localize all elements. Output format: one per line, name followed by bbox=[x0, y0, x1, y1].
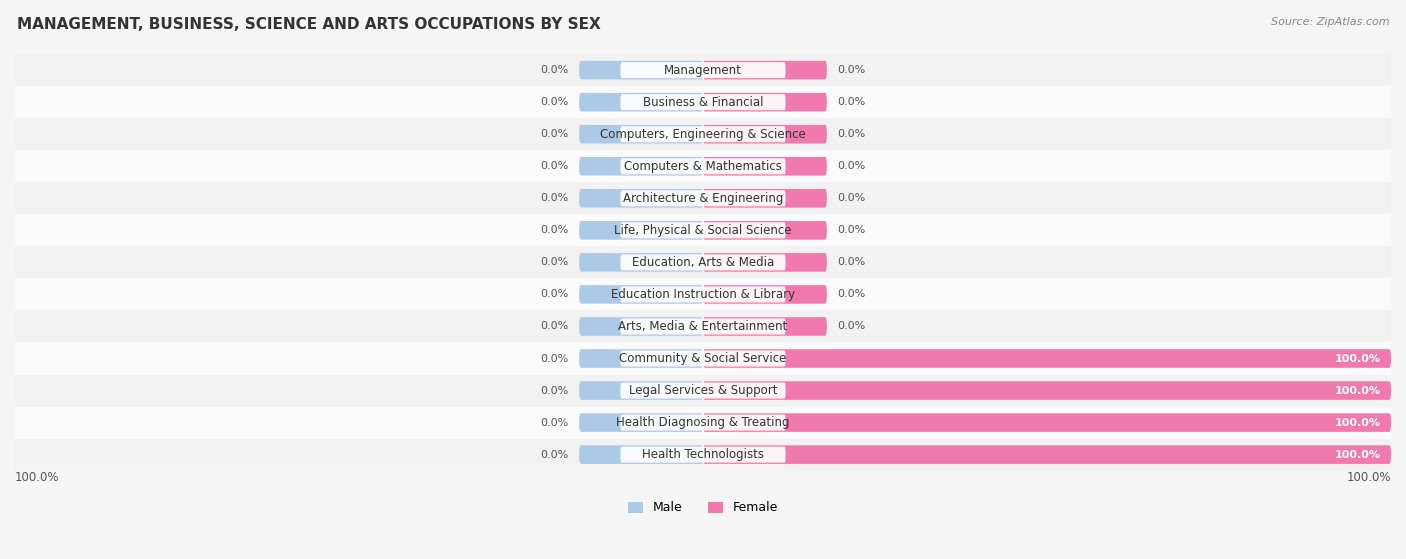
Text: 0.0%: 0.0% bbox=[837, 290, 866, 300]
Text: Arts, Media & Entertainment: Arts, Media & Entertainment bbox=[619, 320, 787, 333]
FancyBboxPatch shape bbox=[620, 126, 786, 142]
Bar bbox=[15, 343, 1391, 375]
Text: 0.0%: 0.0% bbox=[837, 225, 866, 235]
FancyBboxPatch shape bbox=[620, 94, 786, 110]
Text: 0.0%: 0.0% bbox=[540, 353, 569, 363]
Text: Education, Arts & Media: Education, Arts & Media bbox=[631, 256, 775, 269]
FancyBboxPatch shape bbox=[703, 93, 827, 111]
FancyBboxPatch shape bbox=[620, 382, 786, 399]
FancyBboxPatch shape bbox=[579, 317, 703, 336]
Text: Education Instruction & Library: Education Instruction & Library bbox=[612, 288, 794, 301]
FancyBboxPatch shape bbox=[703, 221, 827, 240]
Text: Management: Management bbox=[664, 64, 742, 77]
FancyBboxPatch shape bbox=[579, 349, 703, 368]
Text: 0.0%: 0.0% bbox=[540, 225, 569, 235]
Text: Computers, Engineering & Science: Computers, Engineering & Science bbox=[600, 127, 806, 141]
Text: 0.0%: 0.0% bbox=[837, 321, 866, 331]
FancyBboxPatch shape bbox=[579, 413, 703, 432]
FancyBboxPatch shape bbox=[579, 221, 703, 240]
Text: Legal Services & Support: Legal Services & Support bbox=[628, 384, 778, 397]
FancyBboxPatch shape bbox=[579, 446, 703, 464]
FancyBboxPatch shape bbox=[579, 125, 703, 144]
Text: 0.0%: 0.0% bbox=[540, 386, 569, 396]
FancyBboxPatch shape bbox=[703, 253, 827, 272]
Bar bbox=[15, 310, 1391, 343]
FancyBboxPatch shape bbox=[620, 350, 786, 367]
Text: Computers & Mathematics: Computers & Mathematics bbox=[624, 160, 782, 173]
FancyBboxPatch shape bbox=[620, 222, 786, 238]
Text: 0.0%: 0.0% bbox=[540, 257, 569, 267]
Text: 0.0%: 0.0% bbox=[540, 290, 569, 300]
FancyBboxPatch shape bbox=[703, 446, 1391, 464]
Text: Architecture & Engineering: Architecture & Engineering bbox=[623, 192, 783, 205]
Bar bbox=[15, 439, 1391, 471]
Text: 0.0%: 0.0% bbox=[837, 129, 866, 139]
Text: 0.0%: 0.0% bbox=[837, 161, 866, 171]
Bar bbox=[15, 150, 1391, 182]
Text: 100.0%: 100.0% bbox=[15, 471, 59, 484]
Text: MANAGEMENT, BUSINESS, SCIENCE AND ARTS OCCUPATIONS BY SEX: MANAGEMENT, BUSINESS, SCIENCE AND ARTS O… bbox=[17, 17, 600, 32]
Bar bbox=[15, 214, 1391, 247]
Bar bbox=[15, 406, 1391, 439]
Bar bbox=[15, 86, 1391, 118]
FancyBboxPatch shape bbox=[579, 61, 703, 79]
Text: 100.0%: 100.0% bbox=[1334, 449, 1381, 459]
FancyBboxPatch shape bbox=[579, 253, 703, 272]
FancyBboxPatch shape bbox=[620, 415, 786, 430]
FancyBboxPatch shape bbox=[579, 93, 703, 111]
Text: 0.0%: 0.0% bbox=[837, 97, 866, 107]
FancyBboxPatch shape bbox=[620, 158, 786, 174]
FancyBboxPatch shape bbox=[703, 349, 1391, 368]
Text: 100.0%: 100.0% bbox=[1334, 353, 1381, 363]
FancyBboxPatch shape bbox=[703, 285, 827, 304]
FancyBboxPatch shape bbox=[703, 125, 827, 144]
FancyBboxPatch shape bbox=[703, 317, 827, 336]
Bar bbox=[15, 118, 1391, 150]
Text: Community & Social Service: Community & Social Service bbox=[619, 352, 787, 365]
FancyBboxPatch shape bbox=[703, 157, 827, 176]
FancyBboxPatch shape bbox=[579, 157, 703, 176]
FancyBboxPatch shape bbox=[620, 319, 786, 334]
Legend: Male, Female: Male, Female bbox=[628, 501, 778, 514]
Text: 0.0%: 0.0% bbox=[540, 321, 569, 331]
Text: Health Diagnosing & Treating: Health Diagnosing & Treating bbox=[616, 416, 790, 429]
Text: Health Technologists: Health Technologists bbox=[643, 448, 763, 461]
Text: Source: ZipAtlas.com: Source: ZipAtlas.com bbox=[1271, 17, 1389, 27]
Text: 0.0%: 0.0% bbox=[540, 418, 569, 428]
Text: 0.0%: 0.0% bbox=[540, 449, 569, 459]
FancyBboxPatch shape bbox=[579, 381, 703, 400]
Text: Life, Physical & Social Science: Life, Physical & Social Science bbox=[614, 224, 792, 237]
Bar bbox=[15, 54, 1391, 86]
FancyBboxPatch shape bbox=[579, 189, 703, 207]
Text: Business & Financial: Business & Financial bbox=[643, 96, 763, 108]
FancyBboxPatch shape bbox=[703, 381, 1391, 400]
Text: 100.0%: 100.0% bbox=[1334, 386, 1381, 396]
Text: 0.0%: 0.0% bbox=[540, 129, 569, 139]
FancyBboxPatch shape bbox=[703, 189, 827, 207]
FancyBboxPatch shape bbox=[620, 286, 786, 302]
FancyBboxPatch shape bbox=[620, 447, 786, 463]
Bar bbox=[15, 182, 1391, 214]
FancyBboxPatch shape bbox=[620, 62, 786, 78]
Text: 0.0%: 0.0% bbox=[540, 97, 569, 107]
Text: 0.0%: 0.0% bbox=[540, 193, 569, 203]
FancyBboxPatch shape bbox=[620, 254, 786, 271]
FancyBboxPatch shape bbox=[620, 190, 786, 206]
FancyBboxPatch shape bbox=[703, 413, 1391, 432]
Bar bbox=[15, 278, 1391, 310]
Text: 0.0%: 0.0% bbox=[540, 65, 569, 75]
Text: 0.0%: 0.0% bbox=[837, 193, 866, 203]
Text: 0.0%: 0.0% bbox=[540, 161, 569, 171]
Text: 100.0%: 100.0% bbox=[1334, 418, 1381, 428]
Text: 0.0%: 0.0% bbox=[837, 65, 866, 75]
FancyBboxPatch shape bbox=[703, 61, 827, 79]
Bar bbox=[15, 247, 1391, 278]
Text: 0.0%: 0.0% bbox=[837, 257, 866, 267]
FancyBboxPatch shape bbox=[579, 285, 703, 304]
Bar bbox=[15, 375, 1391, 406]
Text: 100.0%: 100.0% bbox=[1347, 471, 1391, 484]
